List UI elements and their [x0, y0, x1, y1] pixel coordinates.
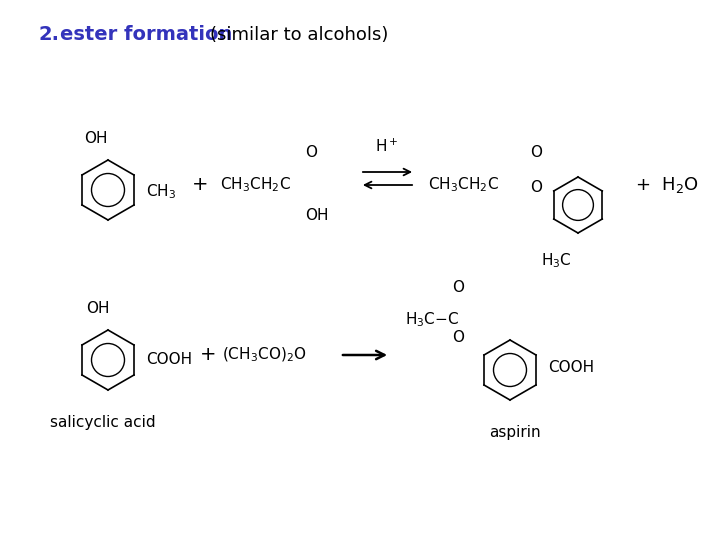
Text: O: O: [452, 280, 464, 295]
Text: O: O: [530, 145, 542, 160]
Text: ester formation: ester formation: [60, 25, 233, 44]
Text: (similar to alcohols): (similar to alcohols): [210, 26, 388, 44]
Text: +  H$_2$O: + H$_2$O: [635, 175, 699, 195]
Text: OH: OH: [84, 131, 108, 146]
Text: COOH: COOH: [548, 361, 594, 375]
Text: H$_3$C: H$_3$C: [541, 251, 572, 269]
Text: COOH: COOH: [146, 353, 192, 368]
Text: (CH$_3$CO)$_2$O: (CH$_3$CO)$_2$O: [222, 346, 307, 364]
Text: O: O: [530, 180, 542, 195]
Text: OH: OH: [305, 208, 328, 223]
Text: H$^+$: H$^+$: [375, 138, 399, 155]
Text: CH$_3$: CH$_3$: [146, 183, 176, 201]
Text: H$_3$C$-$C: H$_3$C$-$C: [405, 310, 459, 329]
Text: +: +: [192, 176, 208, 194]
Text: 2.: 2.: [38, 25, 59, 44]
Text: salicyclic acid: salicyclic acid: [50, 415, 156, 430]
Text: O: O: [452, 329, 464, 345]
Text: CH$_3$CH$_2$C: CH$_3$CH$_2$C: [220, 176, 291, 194]
Text: OH: OH: [86, 301, 109, 316]
Text: aspirin: aspirin: [489, 425, 541, 440]
Text: O: O: [305, 145, 317, 160]
Text: CH$_3$CH$_2$C: CH$_3$CH$_2$C: [428, 176, 499, 194]
Text: +: +: [199, 346, 216, 365]
